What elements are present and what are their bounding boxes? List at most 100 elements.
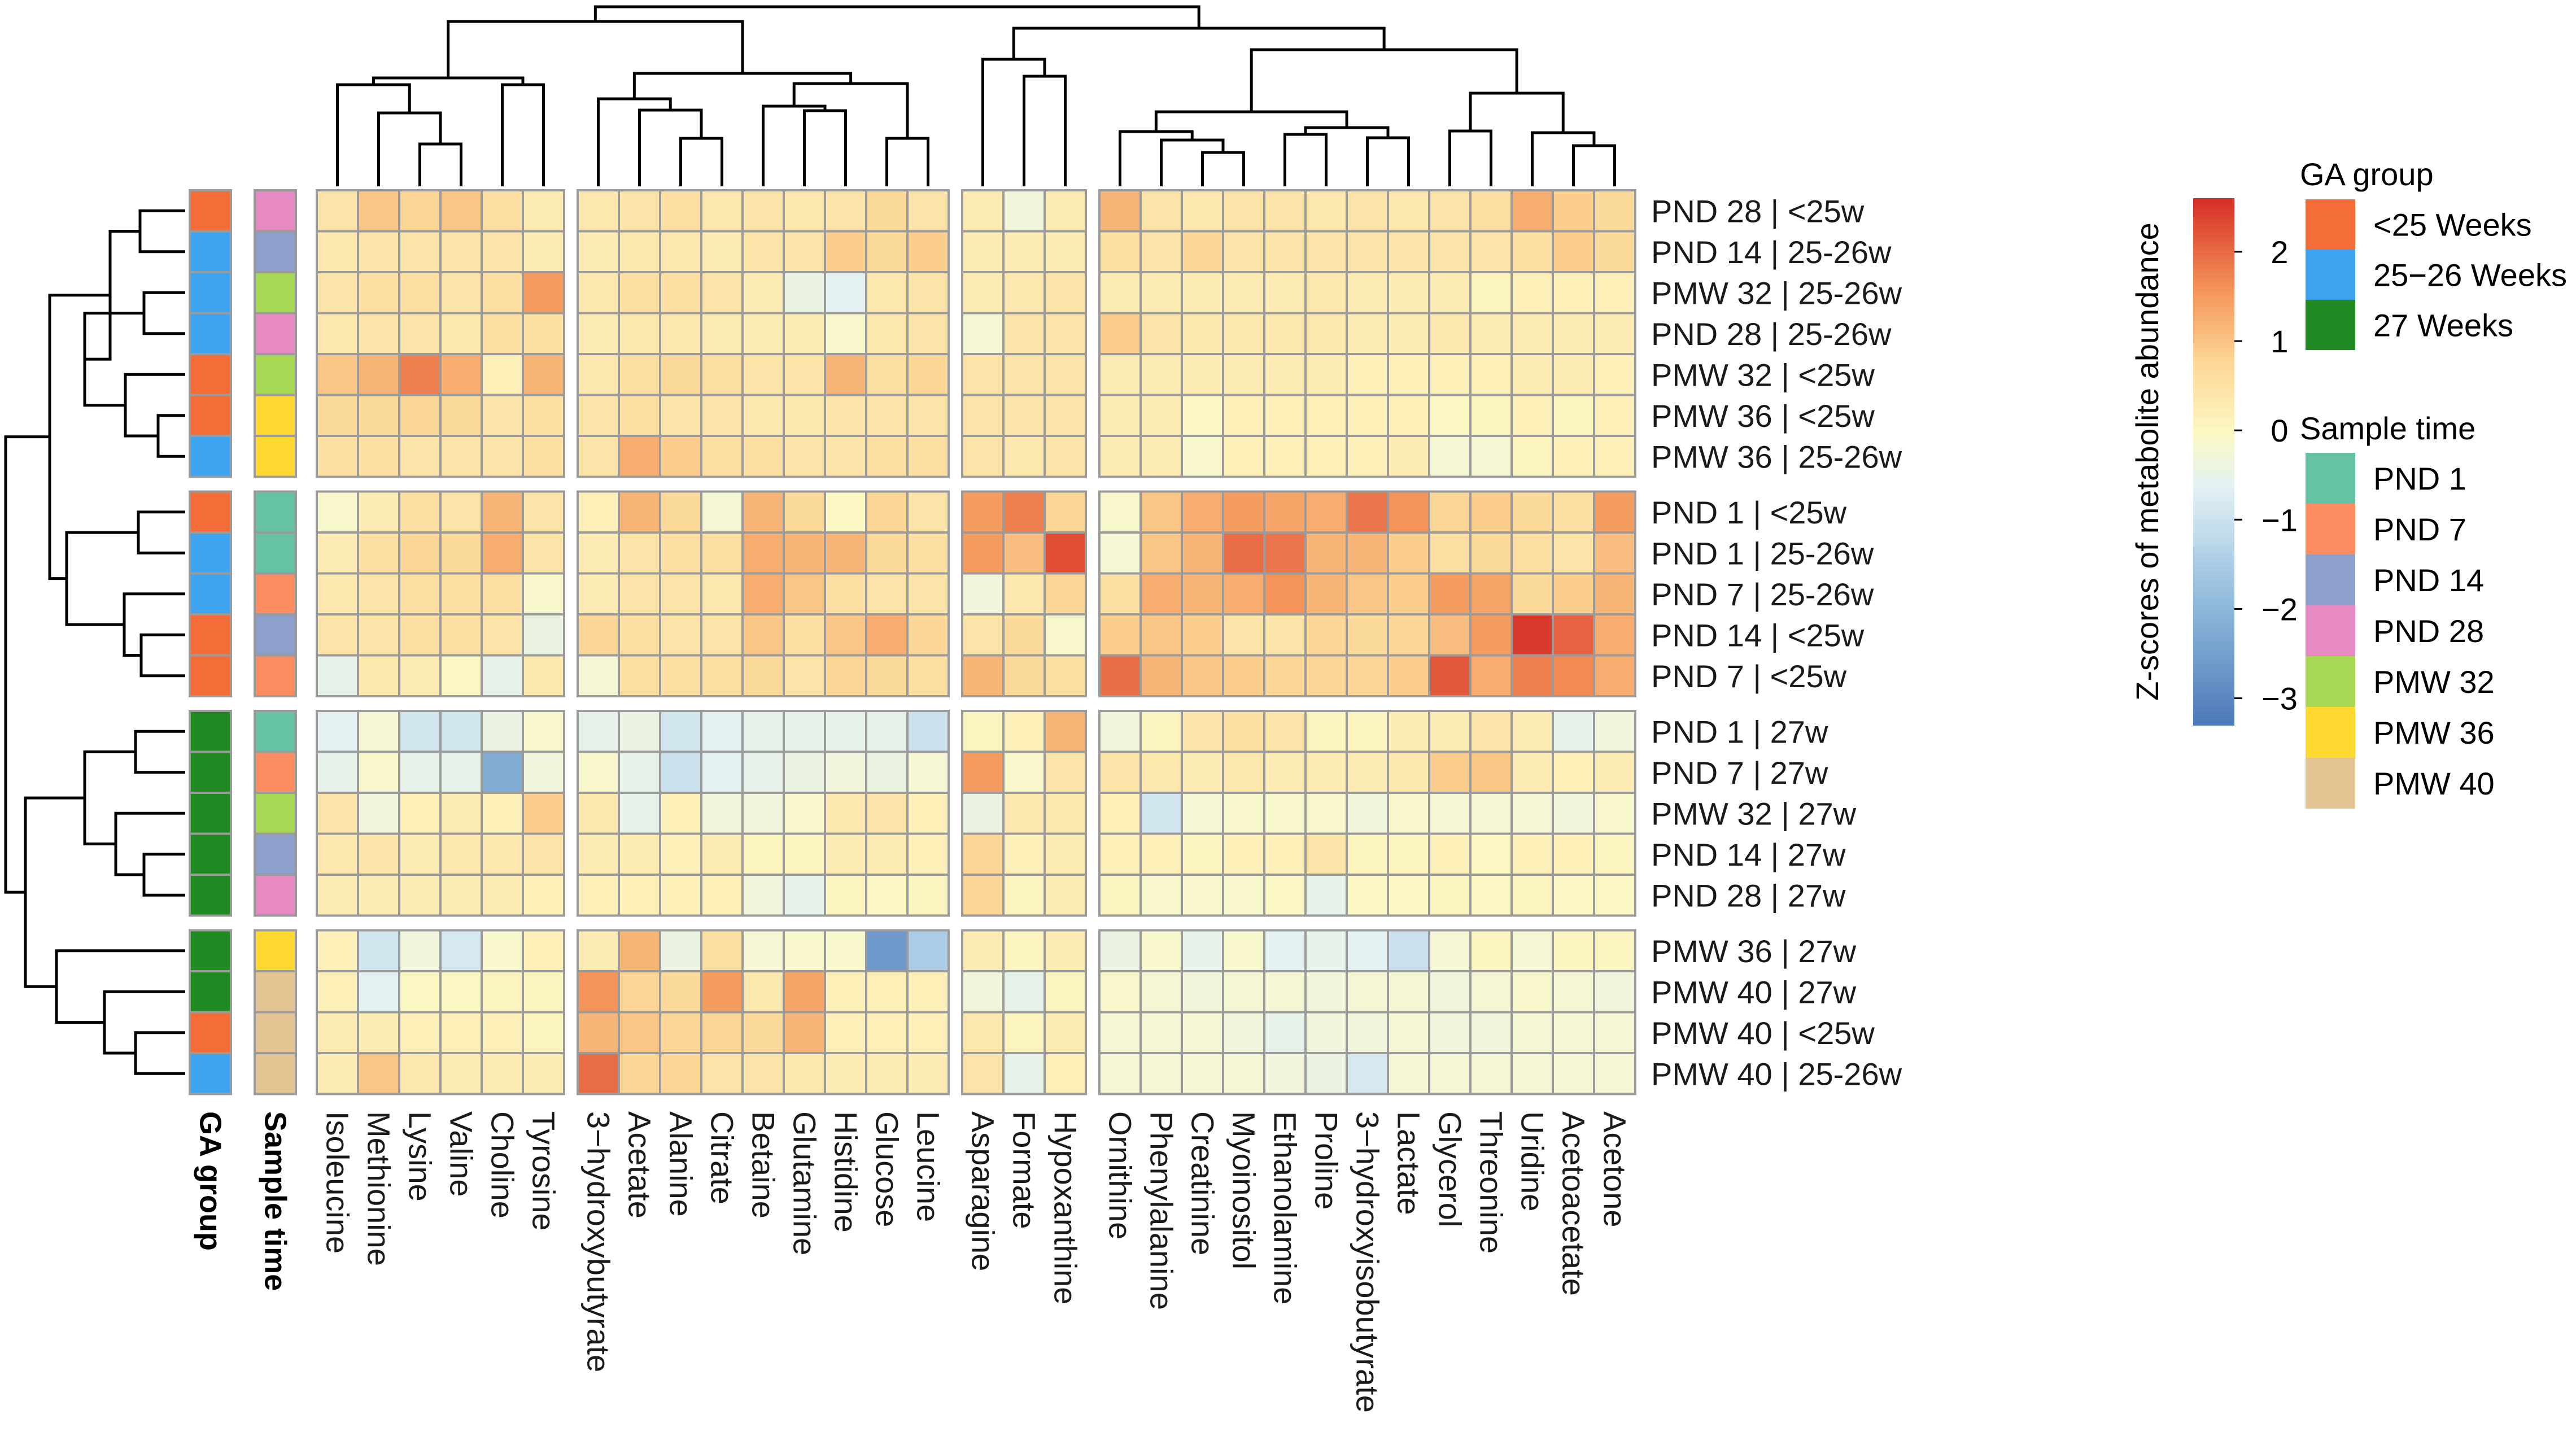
colorbar-band xyxy=(2193,637,2234,643)
heatmap-cell xyxy=(577,750,620,794)
heatmap-cell xyxy=(1304,874,1348,917)
heatmap-cell xyxy=(1002,874,1046,917)
row-label: PND 1 | <25w xyxy=(1651,495,1847,530)
heatmap-cell xyxy=(481,312,524,355)
heatmap-cell xyxy=(783,531,826,575)
heatmap-cell xyxy=(316,572,359,615)
heatmap-cell xyxy=(865,750,909,794)
heatmap-cell xyxy=(481,394,524,437)
heatmap-cell xyxy=(481,189,524,233)
heatmap-cell xyxy=(741,394,785,437)
heatmap-cell xyxy=(439,230,483,273)
colorbar-band xyxy=(2193,321,2234,326)
heatmap-cell xyxy=(1428,312,1472,355)
colorbar-band xyxy=(2193,501,2234,507)
heatmap-cell xyxy=(1428,435,1472,478)
heatmap-cell xyxy=(1098,970,1142,1014)
heatmap-cell xyxy=(1552,792,1595,835)
heatmap-cell xyxy=(1263,435,1307,478)
heatmap-cell xyxy=(618,929,661,972)
colorbar-band xyxy=(2193,527,2234,532)
heatmap-cell xyxy=(1098,435,1142,478)
heatmap-cell xyxy=(1139,271,1183,315)
column-label: Acetoacetate xyxy=(1556,1111,1592,1296)
heatmap-cell xyxy=(1469,230,1513,273)
heatmap-cell xyxy=(906,970,950,1014)
heatmap-cell xyxy=(824,230,867,273)
heatmap-cell xyxy=(1139,394,1183,437)
heatmap-cell xyxy=(1139,312,1183,355)
heatmap-cell xyxy=(522,832,565,876)
row-label: PND 14 | 27w xyxy=(1651,837,1846,872)
heatmap-cell xyxy=(700,613,744,657)
colorbar-band xyxy=(2193,707,2234,713)
heatmap-cell xyxy=(1469,531,1513,575)
column-label: Glutamine xyxy=(787,1111,823,1255)
colorbar-band xyxy=(2193,229,2234,234)
colorbar-band xyxy=(2193,676,2234,682)
ga-group-annotation-cell xyxy=(189,970,232,1014)
heatmap-cell xyxy=(1552,874,1595,917)
heatmap-cell xyxy=(865,654,909,697)
heatmap-cell xyxy=(961,613,1005,657)
column-label: Proline xyxy=(1309,1111,1344,1210)
heatmap-cell xyxy=(741,750,785,794)
colorbar-band xyxy=(2193,316,2234,322)
row-label: PND 28 | <25w xyxy=(1651,193,1865,229)
heatmap-cell xyxy=(1510,189,1554,233)
heatmap-cell xyxy=(1263,230,1307,273)
heatmap-cell xyxy=(1552,710,1595,753)
heatmap-cell xyxy=(481,572,524,615)
heatmap-cell xyxy=(1510,792,1554,835)
heatmap-cell xyxy=(1304,572,1348,615)
heatmap-cell xyxy=(316,970,359,1014)
heatmap-cell xyxy=(824,929,867,972)
colorbar-band xyxy=(2193,619,2234,625)
colorbar-band xyxy=(2193,721,2234,726)
heatmap-cell xyxy=(1098,929,1142,972)
heatmap-cell xyxy=(1428,394,1472,437)
heatmap-cell xyxy=(1552,230,1595,273)
heatmap-cells xyxy=(316,189,1636,1095)
heatmap-cell xyxy=(577,1052,620,1095)
heatmap-cell xyxy=(906,353,950,396)
heatmap-cell xyxy=(618,230,661,273)
sample-time-annotation-cell xyxy=(254,929,297,972)
heatmap-cell xyxy=(1139,1052,1183,1095)
heatmap-cell xyxy=(741,832,785,876)
heatmap-cell xyxy=(1044,312,1087,355)
heatmap-cell xyxy=(398,874,442,917)
colorbar-band xyxy=(2193,286,2234,291)
heatmap-cell xyxy=(700,435,744,478)
ga-group-annotation-cell xyxy=(189,531,232,575)
ga-group-annotation-cell xyxy=(189,750,232,794)
row-label: PND 7 | 25-26w xyxy=(1651,577,1874,612)
column-label: Creatinine xyxy=(1185,1111,1221,1255)
heatmap-cell xyxy=(522,929,565,972)
heatmap-cell xyxy=(522,613,565,657)
heatmap-cell xyxy=(824,353,867,396)
heatmap-cell xyxy=(522,230,565,273)
heatmap-cell xyxy=(1044,1052,1087,1095)
legend-swatch xyxy=(2306,300,2355,350)
heatmap-cell xyxy=(1593,929,1636,972)
heatmap-cell xyxy=(1181,531,1224,575)
heatmap-cell xyxy=(1139,832,1183,876)
heatmap-cell xyxy=(906,929,950,972)
colorbar-band xyxy=(2193,281,2234,287)
heatmap-cell xyxy=(357,189,400,233)
heatmap-cell xyxy=(741,271,785,315)
colorbar-band xyxy=(2193,549,2234,555)
heatmap-cell xyxy=(316,435,359,478)
heatmap-cell xyxy=(522,312,565,355)
row-label: PND 1 | 25-26w xyxy=(1651,535,1874,571)
heatmap-cell xyxy=(618,654,661,697)
heatmap-cell xyxy=(1387,750,1430,794)
heatmap-cell xyxy=(906,531,950,575)
heatmap-cell xyxy=(1098,394,1142,437)
column-label: Methionine xyxy=(361,1111,397,1266)
heatmap-cell xyxy=(783,929,826,972)
heatmap-cell xyxy=(316,490,359,534)
heatmap-cell xyxy=(577,490,620,534)
